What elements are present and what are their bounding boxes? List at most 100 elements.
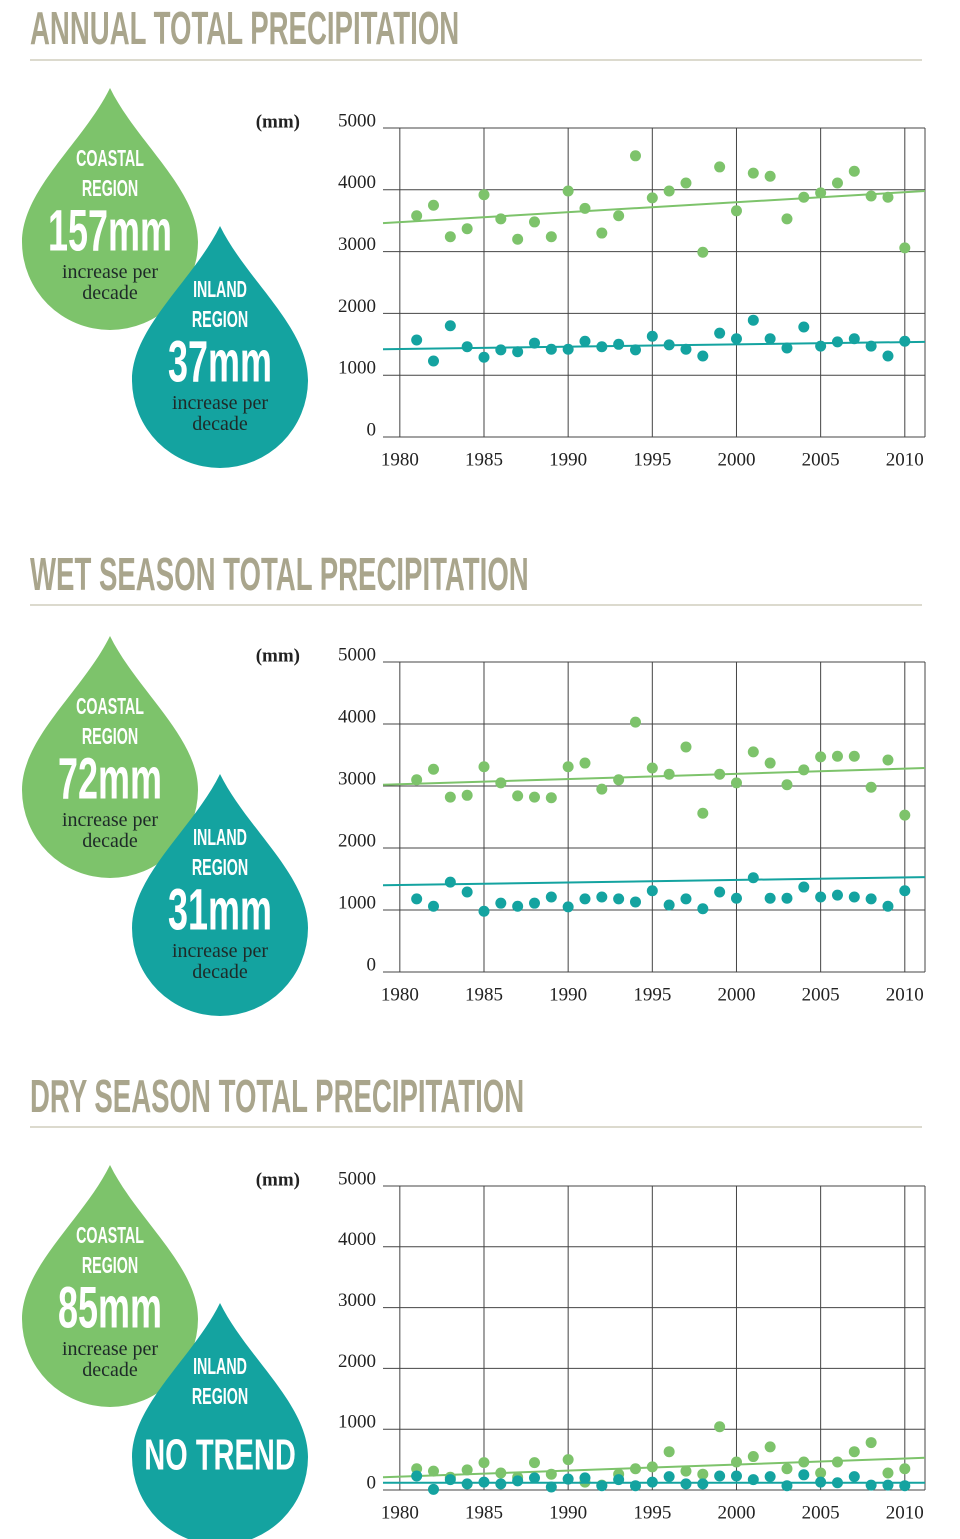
data-point [528,791,540,803]
data-point [781,213,793,225]
x-tick-label: 1980 [381,1502,419,1523]
data-point [798,881,810,893]
data-point [663,185,675,197]
region-drop [22,88,198,330]
region-label: REGION [192,856,248,881]
trend-note: increase per decade [61,261,159,304]
x-tick-label: 1990 [549,984,587,1005]
data-point [579,1472,591,1484]
data-point [764,333,776,345]
data-point [730,1456,742,1468]
data-point [815,187,827,199]
data-point [461,789,473,801]
data-point [899,809,911,821]
x-tick-label: 1985 [465,1502,503,1523]
y-tick-label: 0 [367,1472,377,1493]
y-tick-label: 3000 [338,234,376,255]
data-point [882,1479,894,1491]
data-point [663,339,675,351]
data-point [865,1479,877,1491]
data-point [831,1456,843,1468]
trend-line [382,876,926,887]
region-drop [132,1303,308,1539]
data-point [562,343,574,355]
data-point [461,1478,473,1490]
region-label: REGION [192,308,248,333]
data-point [596,1480,608,1492]
data-point [714,886,726,898]
data-point [865,340,877,352]
region-drop [22,636,198,878]
data-point [629,716,641,728]
data-point [545,792,557,804]
data-point [579,335,591,347]
data-point [663,1446,675,1458]
y-tick-label: 5000 [338,1168,376,1189]
data-point [747,1451,759,1463]
data-point [865,781,877,793]
x-tick-label: 1995 [633,984,671,1005]
data-point [730,205,742,217]
data-point [697,246,709,258]
data-point [730,892,742,904]
data-point [478,1476,490,1488]
data-point [764,757,776,769]
x-tick-label: 1995 [633,449,671,470]
data-point [461,223,473,235]
y-tick-label: 4000 [338,1229,376,1250]
trend-amount: 157mm [48,199,172,264]
trend-amount: 72mm [58,747,162,812]
data-point [528,897,540,909]
trend-note: increase per decade [61,1338,159,1381]
data-point [545,1481,557,1493]
y-tick-label: 0 [367,954,377,975]
data-point [478,761,490,773]
data-point [831,750,843,762]
data-point [646,885,658,897]
data-point [613,338,625,350]
region-drop [132,774,308,1016]
data-point [865,190,877,202]
data-point [512,346,524,358]
y-tick-label: 3000 [338,1290,376,1311]
data-point [781,779,793,791]
data-point [646,762,658,774]
data-point [798,1469,810,1481]
y-tick-label: 0 [367,419,377,440]
data-point [848,1471,860,1483]
data-point [865,1437,877,1449]
data-point [495,897,507,909]
data-point [461,886,473,898]
data-point [444,320,456,332]
data-point [427,199,439,211]
x-tick-label: 1985 [465,984,503,1005]
unit-label: (mm) [256,1169,300,1190]
trend-amount: 85mm [58,1276,162,1341]
data-point [764,1441,776,1453]
data-point [663,899,675,911]
data-point [495,777,507,789]
data-point [579,893,591,905]
region-label: COASTAL [76,147,144,172]
data-point [865,893,877,905]
data-point [444,231,456,243]
data-point [781,892,793,904]
data-point [495,1478,507,1490]
y-tick-label: 1000 [338,892,376,913]
data-point [411,774,423,786]
region-label: REGION [82,1254,138,1279]
data-point [478,905,490,917]
data-point [714,161,726,173]
data-point [663,1471,675,1483]
x-tick-label: 1980 [381,984,419,1005]
y-tick-label: 1000 [338,358,376,379]
x-tick-label: 2005 [802,984,840,1005]
data-point [596,227,608,239]
y-tick-label: 2000 [338,830,376,851]
x-tick-label: 2000 [717,449,755,470]
data-point [478,189,490,201]
data-point [882,191,894,203]
data-point [562,1454,574,1466]
data-point [831,336,843,348]
data-point [629,1463,641,1475]
